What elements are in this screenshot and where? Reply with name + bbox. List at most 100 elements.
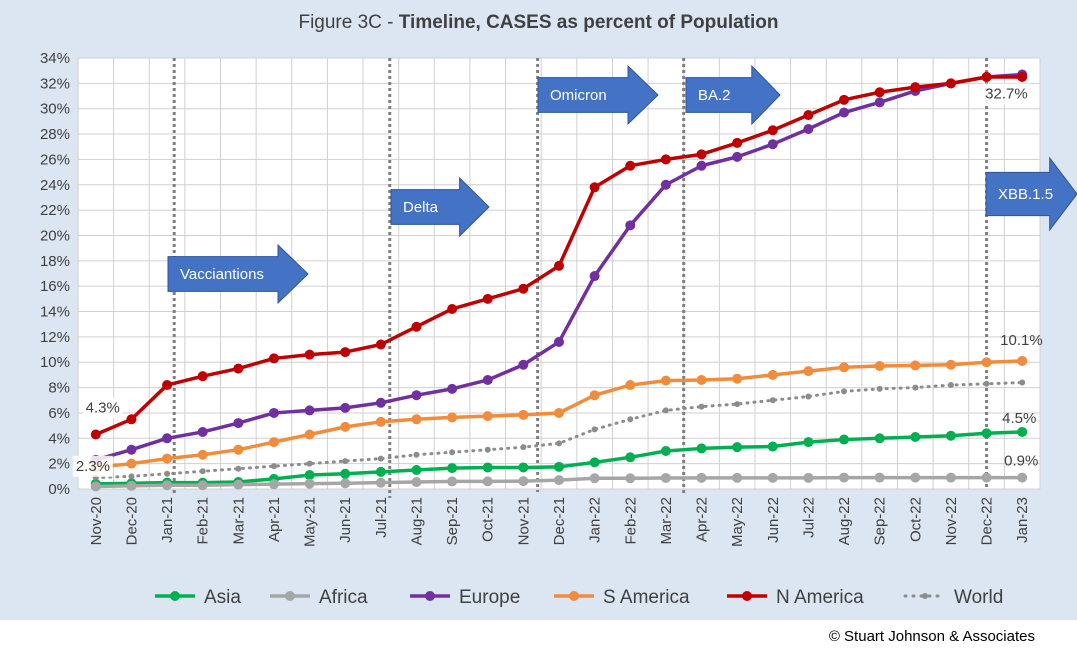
x-tick-label: Jul-21 [373, 497, 390, 538]
y-tick-label: 22% [40, 202, 70, 219]
data-point-asia [447, 463, 458, 474]
data-point-africa [340, 478, 351, 489]
data-point-africa [732, 472, 743, 483]
x-tick-label: Nov-21 [515, 497, 532, 545]
y-tick-label: 34% [40, 50, 70, 67]
data-point-s-america [233, 444, 244, 455]
data-point-n-america [874, 87, 885, 98]
copyright-text: © Stuart Johnson & Associates [828, 628, 1035, 645]
data-point-europe [554, 336, 564, 347]
data-point-s-america [767, 369, 778, 380]
data-point-europe [197, 426, 208, 437]
data-point-africa [162, 480, 173, 491]
data-point-world [805, 393, 812, 400]
data-point-africa [945, 472, 956, 483]
annotation-arrow [167, 243, 309, 305]
data-point-n-america [696, 149, 707, 160]
data-point-n-america [482, 293, 493, 304]
x-tick-label: Jul-22 [800, 497, 817, 538]
data-point-asia [375, 466, 386, 477]
data-point-s-america [304, 429, 315, 440]
data-label: 10.1% [1000, 332, 1043, 349]
data-point-n-america [839, 94, 850, 105]
annotation-label: Vacciantions [180, 266, 264, 283]
data-point-s-america [874, 361, 885, 372]
data-point-europe [518, 359, 529, 370]
data-point-africa [874, 472, 885, 483]
x-tick-label: Feb-21 [195, 497, 212, 545]
data-point-europe [839, 107, 850, 118]
data-point-asia [945, 430, 956, 441]
legend-label: Europe [459, 587, 520, 608]
x-tick-label: Dec-20 [123, 497, 140, 545]
data-point-n-america [910, 82, 921, 93]
annotation-arrow [685, 64, 781, 126]
data-point-world [1019, 379, 1026, 386]
data-point-s-america [518, 409, 529, 420]
y-tick-label: 14% [40, 304, 70, 321]
data-point-s-america [839, 362, 850, 373]
data-point-s-america [162, 453, 173, 464]
legend-label: Africa [319, 587, 368, 608]
data-point-africa [518, 476, 529, 487]
x-tick-label: Jan-23 [1014, 497, 1031, 543]
legend-label: S America [603, 587, 690, 608]
x-tick-label: Jan-21 [159, 497, 176, 543]
data-point-world [128, 473, 135, 480]
chart-title-prefix: Figure 3C - [298, 12, 399, 33]
data-point-world [484, 446, 491, 453]
data-point-n-america [162, 380, 173, 391]
y-tick-label: 4% [48, 430, 70, 447]
x-tick-label: Aug-21 [408, 497, 425, 545]
data-point-europe [233, 418, 244, 429]
data-point-world [591, 426, 598, 433]
data-point-n-america [803, 110, 814, 121]
data-point-africa [981, 472, 992, 483]
y-tick-label: 16% [40, 278, 70, 295]
x-tick-label: Nov-22 [943, 497, 960, 545]
data-point-europe [162, 433, 173, 444]
data-point-asia [589, 457, 600, 468]
x-tick-label: Apr-22 [694, 497, 711, 542]
data-point-n-america [304, 349, 315, 360]
y-tick-label: 12% [40, 329, 70, 346]
data-point-asia [732, 442, 743, 453]
data-point-asia [518, 462, 529, 473]
data-point-europe [447, 383, 458, 394]
legend-swatch-marker [285, 591, 295, 601]
x-tick-label: Jun-21 [337, 497, 354, 543]
data-point-europe [732, 151, 743, 162]
x-tick-label: Mar-21 [230, 497, 247, 545]
y-tick-label: 6% [48, 405, 70, 422]
y-tick-label: 28% [40, 126, 70, 143]
y-tick-label: 26% [40, 151, 70, 168]
data-label: 4.3% [86, 399, 120, 416]
data-point-s-america [945, 359, 956, 370]
y-tick-label: 0% [48, 481, 70, 498]
data-point-world [876, 385, 883, 392]
x-tick-label: Apr-21 [266, 497, 283, 542]
data-point-n-america [447, 303, 458, 314]
data-point-africa [589, 473, 600, 484]
y-tick-label: 24% [40, 177, 70, 194]
data-point-world [235, 465, 242, 472]
x-tick-label: Dec-22 [979, 497, 996, 545]
data-point-asia [803, 437, 814, 448]
data-point-n-america [126, 414, 137, 425]
annotation-arrow [390, 176, 490, 238]
y-tick-label: 20% [40, 227, 70, 244]
data-point-europe [803, 123, 814, 134]
data-point-africa [660, 472, 671, 483]
data-point-s-america [1017, 355, 1028, 366]
data-point-s-america [197, 449, 208, 460]
data-point-asia [910, 432, 921, 443]
data-point-n-america [340, 347, 351, 358]
data-point-n-america [1017, 72, 1028, 83]
data-point-s-america [126, 458, 137, 469]
data-point-africa [90, 481, 101, 492]
data-label-box [82, 397, 123, 419]
data-point-s-america [482, 411, 493, 422]
data-label-box [72, 455, 113, 477]
data-point-n-america [411, 321, 422, 332]
data-point-africa [482, 476, 493, 487]
